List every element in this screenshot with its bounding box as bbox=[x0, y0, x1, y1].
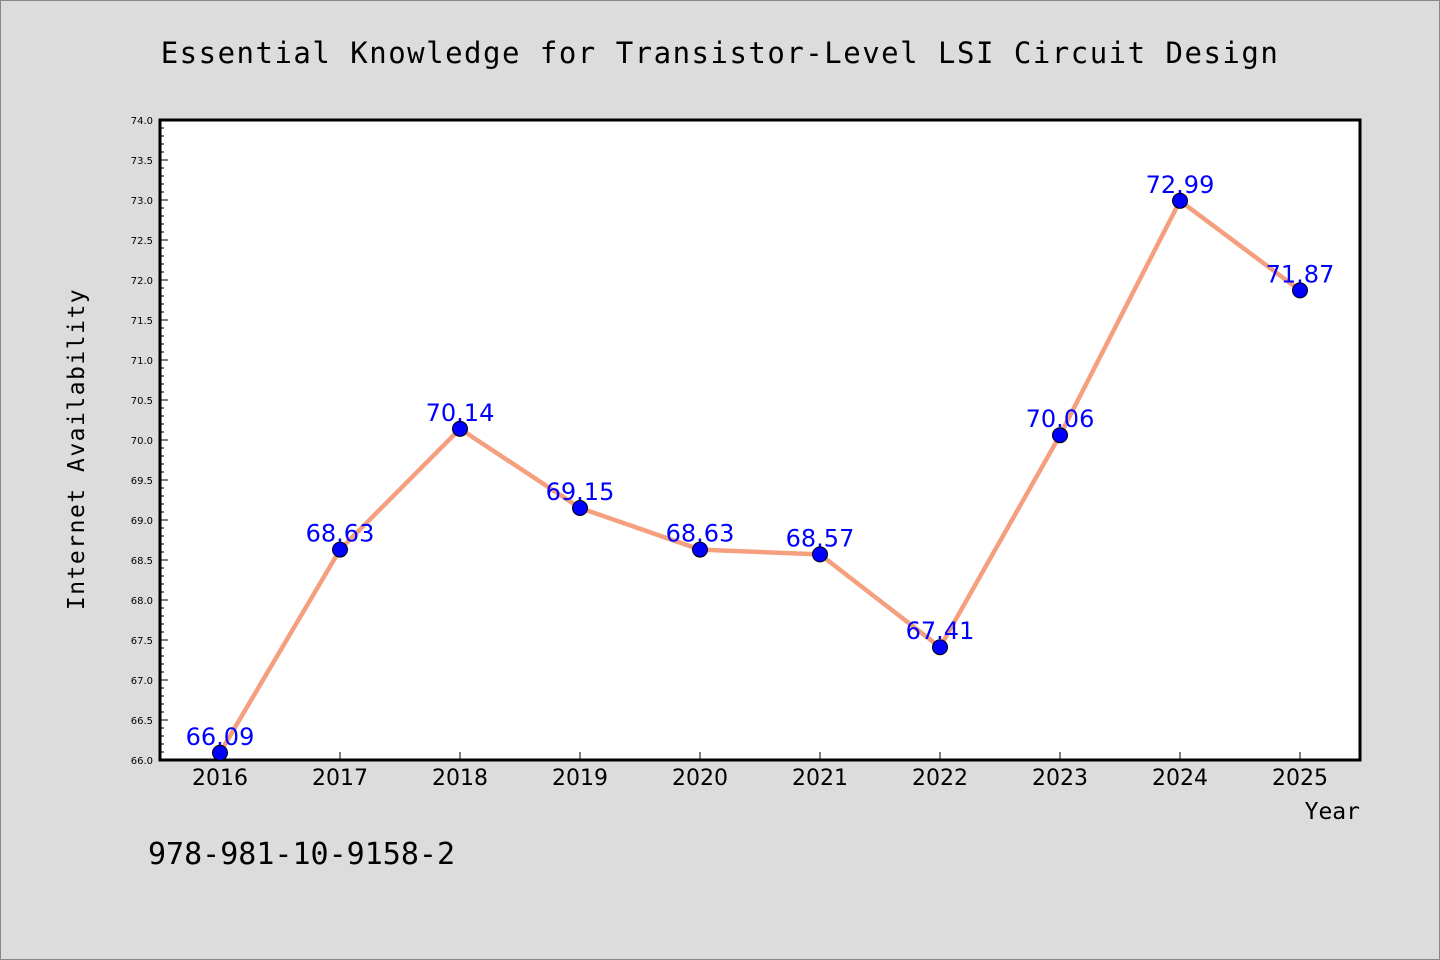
data-label: 69.15 bbox=[546, 478, 615, 506]
y-tick-label: 66.5 bbox=[131, 716, 153, 727]
data-point bbox=[692, 541, 708, 558]
x-axis-label: Year bbox=[1305, 799, 1360, 825]
plot-area bbox=[158, 118, 1362, 762]
y-tick-label: 67.5 bbox=[131, 636, 153, 647]
data-label: 70.14 bbox=[426, 399, 495, 427]
data-point bbox=[812, 546, 828, 563]
y-tick-label: 66.0 bbox=[131, 756, 153, 767]
x-tick-label: 2022 bbox=[912, 766, 968, 791]
data-labels: 66.09 68.63 70.14 69.15 68.63 68.57 67.41 70.06… bbox=[186, 171, 1335, 751]
isbn-text: 978-981-10-9158-2 bbox=[148, 837, 455, 872]
y-tick-label: 69.5 bbox=[131, 476, 153, 487]
y-tick-label: 68.0 bbox=[131, 596, 153, 607]
data-label: 68.63 bbox=[666, 520, 735, 548]
y-axis-label: Internet Availability bbox=[64, 288, 90, 610]
y-tick-label: 70.5 bbox=[131, 396, 153, 407]
y-tick-label: 69.0 bbox=[131, 516, 153, 527]
x-tick-label: 2021 bbox=[792, 766, 848, 791]
x-tick-label: 2019 bbox=[552, 766, 608, 791]
data-label: 68.57 bbox=[786, 524, 855, 552]
data-point bbox=[1292, 282, 1308, 299]
data-label: 71.87 bbox=[1266, 260, 1335, 288]
data-markers bbox=[212, 192, 1308, 761]
chart-title: Essential Knowledge for Transistor-Level… bbox=[161, 36, 1280, 70]
data-label: 68.63 bbox=[306, 520, 375, 548]
data-point bbox=[572, 500, 588, 516]
data-point bbox=[332, 541, 348, 558]
y-axis: 66.0 66.5 67.0 67.5 68.0 68.5 69.0 69.5 70.0 70.5… bbox=[131, 116, 168, 767]
y-tick-label: 71.0 bbox=[131, 356, 153, 367]
y-tick-label: 73.0 bbox=[131, 196, 153, 207]
x-tick-label: 2017 bbox=[312, 766, 368, 791]
x-tick-label: 2024 bbox=[1152, 766, 1208, 791]
data-label: 67.41 bbox=[906, 617, 975, 645]
x-tick-label: 2018 bbox=[432, 766, 488, 791]
y-tick-label: 74.0 bbox=[131, 116, 153, 127]
data-point bbox=[932, 639, 948, 656]
y-tick-label: 73.5 bbox=[131, 156, 153, 167]
y-tick-label: 72.0 bbox=[131, 276, 153, 287]
y-tick-label: 71.5 bbox=[131, 316, 153, 327]
data-point bbox=[1172, 192, 1188, 209]
y-tick-label: 68.5 bbox=[131, 556, 153, 567]
x-tick-label: 2020 bbox=[672, 766, 728, 791]
data-point bbox=[452, 420, 468, 437]
y-tick-label: 70.0 bbox=[131, 436, 153, 447]
data-point bbox=[1052, 427, 1068, 444]
x-tick-label: 2016 bbox=[192, 766, 248, 791]
y-tick-label: 67.0 bbox=[131, 676, 153, 687]
x-tick-label: 2025 bbox=[1272, 766, 1328, 791]
x-tick-label: 2023 bbox=[1032, 766, 1088, 791]
y-tick-label: 72.5 bbox=[131, 236, 153, 247]
data-point bbox=[212, 744, 228, 761]
series-line bbox=[217, 198, 1303, 756]
data-label: 70.06 bbox=[1026, 405, 1095, 433]
data-label: 72.99 bbox=[1146, 171, 1215, 199]
data-label: 66.09 bbox=[186, 723, 255, 751]
x-axis: 2016 2017 2018 2019 2020 2021 2022 2023 2024 2025 bbox=[192, 752, 1328, 791]
